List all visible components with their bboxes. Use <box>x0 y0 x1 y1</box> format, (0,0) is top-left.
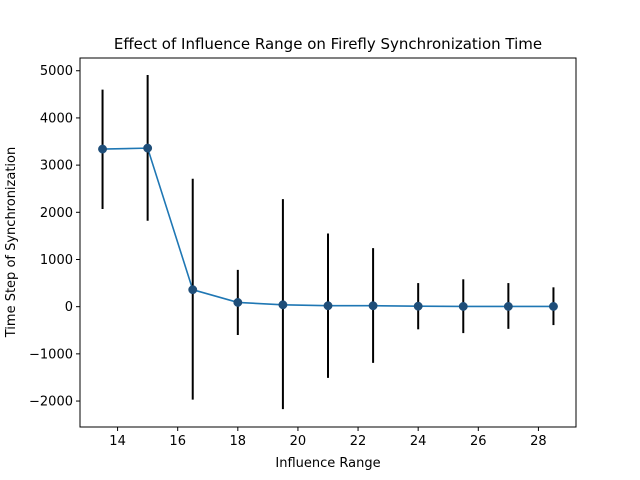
data-point <box>549 301 558 311</box>
data-point <box>413 301 423 311</box>
x-tick-label: 16 <box>169 434 186 449</box>
y-tick-label: −2000 <box>29 395 73 410</box>
data-point <box>503 301 513 311</box>
axes-frame <box>79 57 577 428</box>
x-tick-label: 24 <box>410 434 427 449</box>
data-point <box>278 300 288 310</box>
x-tick-label: 26 <box>470 434 487 449</box>
data-point <box>188 285 198 295</box>
y-axis: −2000 −1000 0 1000 2000 3000 4000 5000 <box>29 64 80 410</box>
y-tick-label: −1000 <box>29 347 73 362</box>
x-tick-label: 22 <box>350 434 367 449</box>
plot-area <box>98 74 558 410</box>
y-tick-label: 0 <box>65 300 73 315</box>
x-tick-label: 20 <box>290 434 307 449</box>
data-point <box>458 301 468 311</box>
x-axis-label: Influence Range <box>275 456 380 471</box>
y-tick-label: 5000 <box>40 64 73 79</box>
data-point <box>233 297 243 307</box>
x-tick-label: 18 <box>230 434 247 449</box>
data-point <box>98 144 107 154</box>
y-tick-label: 2000 <box>40 206 73 221</box>
y-axis-label: Time Step of Synchronization <box>4 147 19 338</box>
x-tick-label: 28 <box>530 434 547 449</box>
data-point <box>323 301 333 311</box>
chart-title: Effect of Influence Range on Firefly Syn… <box>114 35 542 53</box>
y-tick-label: 3000 <box>40 159 73 174</box>
y-tick-label: 1000 <box>40 253 73 268</box>
data-point <box>143 143 153 153</box>
y-tick-label: 4000 <box>40 111 73 126</box>
data-point <box>368 301 378 311</box>
x-tick-label: 14 <box>109 434 126 449</box>
x-axis: 14 16 18 20 22 24 26 28 <box>109 427 547 449</box>
